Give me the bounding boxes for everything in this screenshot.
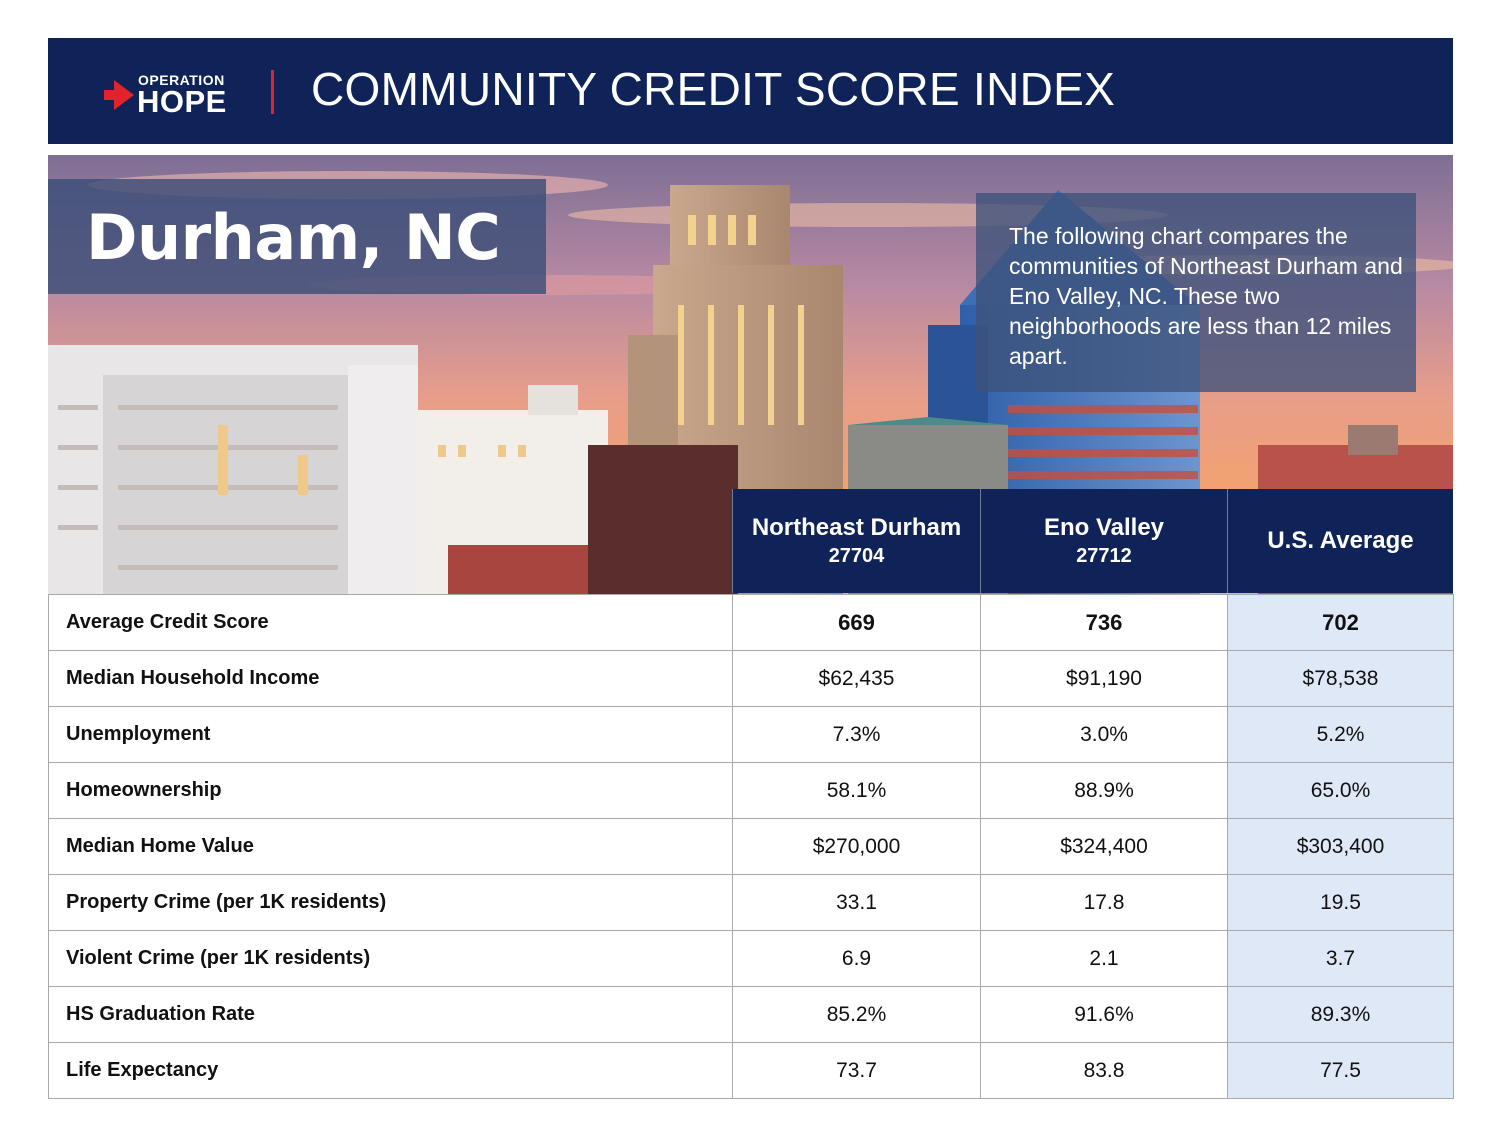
eno-valley-value: $91,190 xyxy=(980,650,1228,707)
city-name: Durham, NC xyxy=(86,201,501,274)
eno-valley-value: 2.1 xyxy=(980,930,1228,987)
row-label: Property Crime (per 1K residents) xyxy=(48,874,733,931)
table-row: Homeownership 58.1% 88.9% 65.0% xyxy=(48,762,1454,819)
northeast-durham-value: 85.2% xyxy=(732,986,981,1043)
row-label: Median Home Value xyxy=(48,818,733,875)
table-row: Median Home Value $270,000 $324,400 $303… xyxy=(48,818,1454,875)
arrow-icon xyxy=(104,80,134,110)
column-name: U.S. Average xyxy=(1267,527,1414,554)
description-box: The following chart compares the communi… xyxy=(976,193,1416,392)
column-name: Northeast Durham xyxy=(751,514,962,541)
eno-valley-value: 17.8 xyxy=(980,874,1228,931)
us-average-value: $303,400 xyxy=(1227,818,1454,875)
logo-main-text: HOPE xyxy=(137,84,227,119)
us-average-value: 3.7 xyxy=(1227,930,1454,987)
us-average-value: 65.0% xyxy=(1227,762,1454,819)
row-label: Unemployment xyxy=(48,706,733,763)
us-average-value: 702 xyxy=(1227,594,1454,651)
row-label: HS Graduation Rate xyxy=(48,986,733,1043)
column-zip: 27712 xyxy=(1076,545,1132,567)
column-header-us-average: U.S. Average xyxy=(1227,489,1453,593)
northeast-durham-value: 7.3% xyxy=(732,706,981,763)
row-label: Median Household Income xyxy=(48,650,733,707)
eno-valley-value: 736 xyxy=(980,594,1228,651)
us-average-value: 77.5 xyxy=(1227,1042,1454,1099)
eno-valley-value: $324,400 xyxy=(980,818,1228,875)
table-row: Life Expectancy 73.7 83.8 77.5 xyxy=(48,1042,1454,1099)
table-row: Property Crime (per 1K residents) 33.1 1… xyxy=(48,874,1454,931)
table-row: Violent Crime (per 1K residents) 6.9 2.1… xyxy=(48,930,1454,987)
column-name: Eno Valley xyxy=(1043,514,1165,541)
us-average-value: 89.3% xyxy=(1227,986,1454,1043)
table-row: Median Household Income $62,435 $91,190 … xyxy=(48,650,1454,707)
comparison-table: Average Credit Score 669 736 702 Median … xyxy=(48,594,1454,1099)
northeast-durham-value: 669 xyxy=(732,594,981,651)
column-zip: 27704 xyxy=(828,545,885,567)
northeast-durham-value: $270,000 xyxy=(732,818,981,875)
northeast-durham-value: 33.1 xyxy=(732,874,981,931)
table-row: Unemployment 7.3% 3.0% 5.2% xyxy=(48,706,1454,763)
eno-valley-value: 91.6% xyxy=(980,986,1228,1043)
northeast-durham-value: 6.9 xyxy=(732,930,981,987)
row-label: Violent Crime (per 1K residents) xyxy=(48,930,733,987)
us-average-value: $78,538 xyxy=(1227,650,1454,707)
column-header-eno-valley: Eno Valley 27712 xyxy=(980,489,1227,593)
header-divider xyxy=(271,70,274,114)
page-title: COMMUNITY CREDIT SCORE INDEX xyxy=(311,63,1116,115)
column-header-northeast-durham: Northeast Durham 27704 xyxy=(732,489,980,593)
row-label: Homeownership xyxy=(48,762,733,819)
header-bar xyxy=(48,38,1453,144)
table-row: HS Graduation Rate 85.2% 91.6% 89.3% xyxy=(48,986,1454,1043)
northeast-durham-value: 73.7 xyxy=(732,1042,981,1099)
northeast-durham-value: 58.1% xyxy=(732,762,981,819)
northeast-durham-value: $62,435 xyxy=(732,650,981,707)
eno-valley-value: 3.0% xyxy=(980,706,1228,763)
us-average-value: 5.2% xyxy=(1227,706,1454,763)
city-title-box: Durham, NC xyxy=(48,179,546,294)
description-text: The following chart compares the communi… xyxy=(1009,223,1403,369)
logo-top-text: OPERATION xyxy=(138,72,225,88)
eno-valley-value: 88.9% xyxy=(980,762,1228,819)
row-label: Life Expectancy xyxy=(48,1042,733,1099)
us-average-value: 19.5 xyxy=(1227,874,1454,931)
table-row: Average Credit Score 669 736 702 xyxy=(48,594,1454,651)
eno-valley-value: 83.8 xyxy=(980,1042,1228,1099)
row-label: Average Credit Score xyxy=(48,594,733,651)
operation-hope-logo: OPERATION HOPE xyxy=(100,68,240,119)
